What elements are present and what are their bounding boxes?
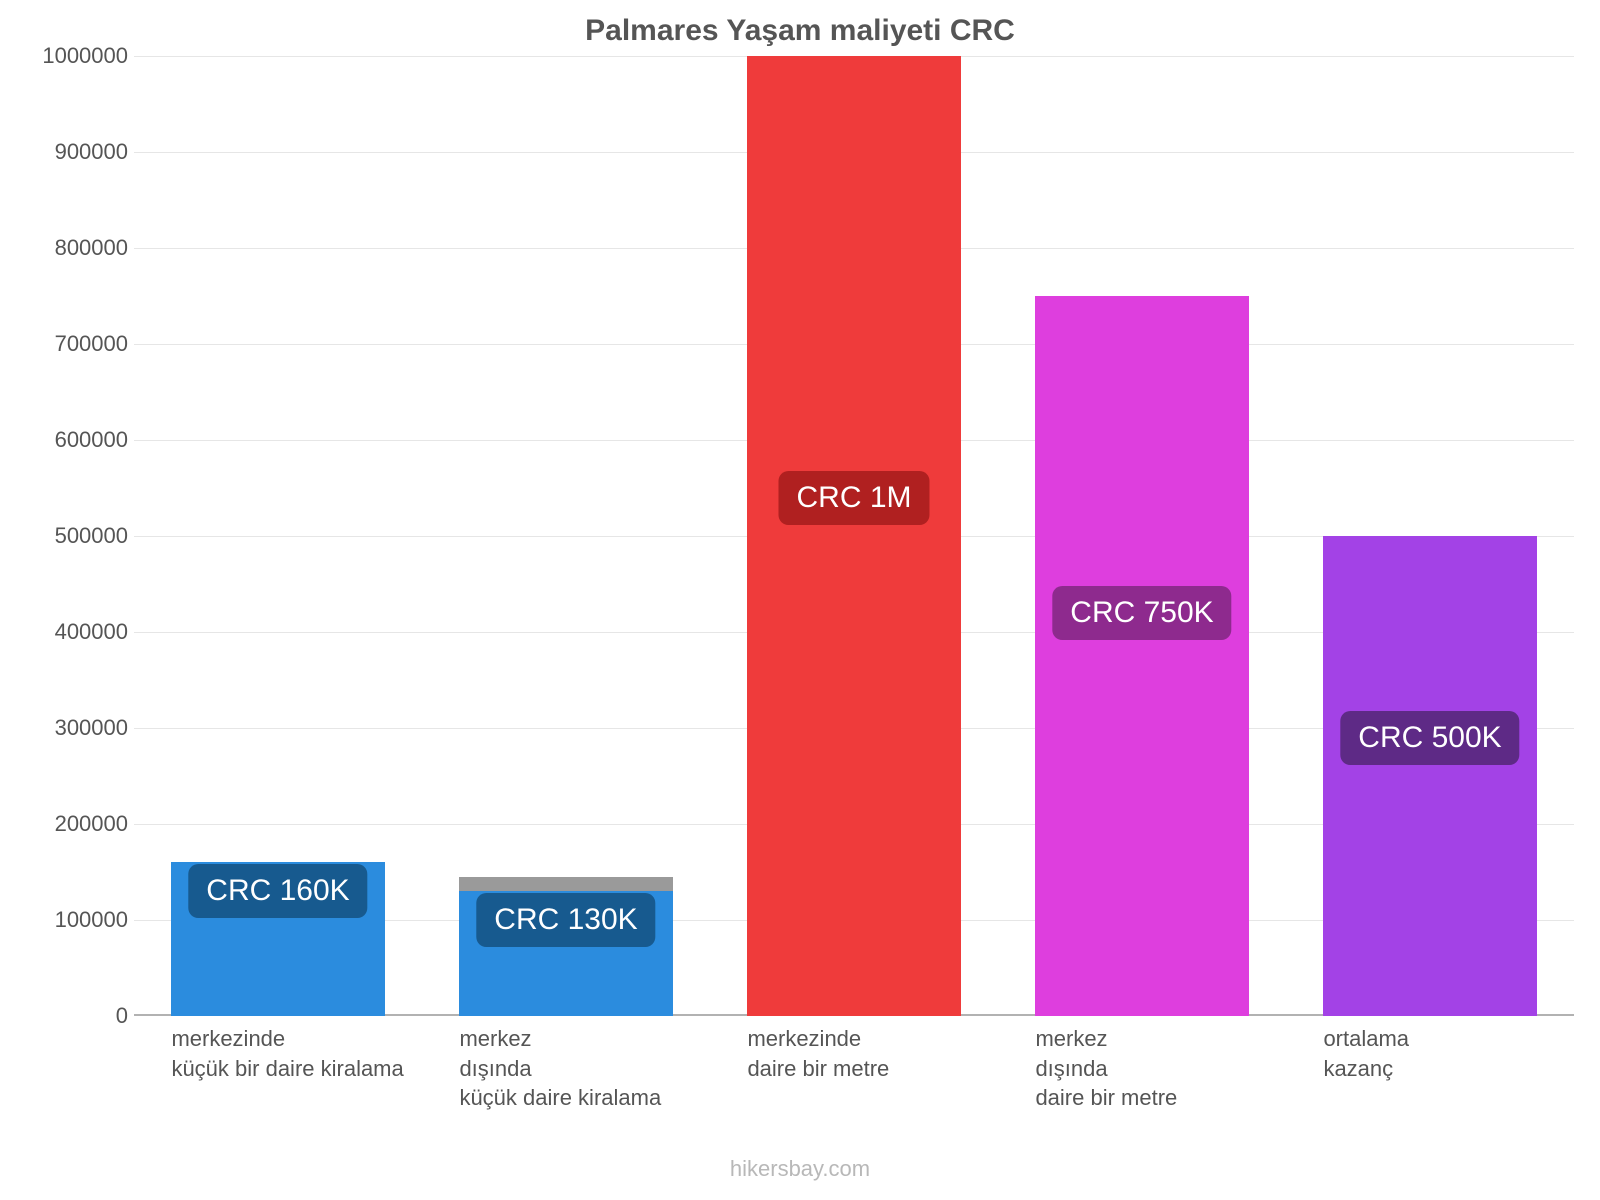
y-tick-label: 0 xyxy=(8,1003,128,1029)
y-tick-label: 800000 xyxy=(8,235,128,261)
y-tick-label: 200000 xyxy=(8,811,128,837)
y-tick-label: 900000 xyxy=(8,139,128,165)
plot-area: CRC 160K CRC 130K CRC 1M CRC 750K CRC 500K xyxy=(134,56,1574,1016)
value-badge: CRC 750K xyxy=(1052,586,1231,640)
chart-title: Palmares Yaşam maliyeti CRC xyxy=(0,14,1600,48)
bar xyxy=(1323,536,1536,1016)
x-category-label: merkezdışındadaire bir metre xyxy=(1035,1024,1288,1113)
y-tick-label: 400000 xyxy=(8,619,128,645)
x-category-label: merkezdışındaküçük daire kiralama xyxy=(459,1024,712,1113)
y-tick-label: 600000 xyxy=(8,427,128,453)
x-category-label: merkezindedaire bir metre xyxy=(747,1024,1000,1083)
bar xyxy=(1035,296,1248,1016)
y-tick-label: 300000 xyxy=(8,715,128,741)
bar-overlay xyxy=(459,877,672,891)
y-tick-label: 100000 xyxy=(8,907,128,933)
attribution-text: hikersbay.com xyxy=(0,1156,1600,1182)
bar xyxy=(747,56,960,1016)
y-tick-label: 500000 xyxy=(8,523,128,549)
value-badge: CRC 130K xyxy=(476,893,655,947)
x-category-label: merkezindeküçük bir daire kiralama xyxy=(171,1024,424,1083)
y-tick-label: 1000000 xyxy=(8,43,128,69)
x-category-label: ortalamakazanç xyxy=(1323,1024,1576,1083)
value-badge: CRC 500K xyxy=(1340,711,1519,765)
value-badge: CRC 160K xyxy=(188,864,367,918)
cost-of-living-chart: Palmares Yaşam maliyeti CRC CRC 160KCRC … xyxy=(0,0,1600,1200)
y-tick-label: 700000 xyxy=(8,331,128,357)
value-badge: CRC 1M xyxy=(778,471,929,525)
